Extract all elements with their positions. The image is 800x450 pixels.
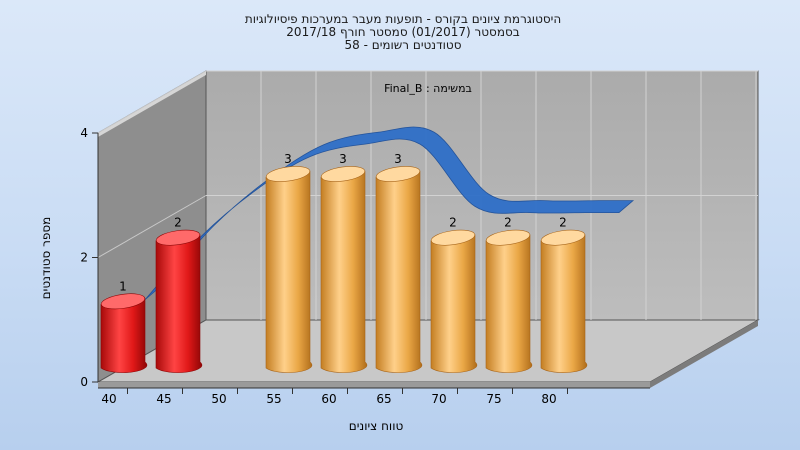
bar-top — [485, 229, 531, 246]
bar: 2 — [430, 216, 478, 373]
bar: 3 — [265, 152, 313, 373]
x-tick-label: 80 — [541, 392, 556, 406]
bar-top — [100, 293, 146, 310]
bar: 3 — [320, 152, 368, 373]
bar: 2 — [155, 216, 203, 373]
bar-top — [375, 166, 421, 182]
gridline-left-wall — [97, 195, 207, 258]
gridline-left-wall — [97, 70, 207, 134]
bar-body — [375, 170, 423, 373]
data-label: 2 — [449, 216, 457, 230]
bar-top — [155, 229, 201, 246]
floor-front-edge — [98, 382, 650, 388]
data-label: 2 — [559, 216, 567, 230]
wall-top-edge — [98, 71, 206, 137]
data-label: 3 — [339, 152, 347, 166]
x-tick-label: 75 — [486, 392, 501, 406]
chart-title-line-1: היסטוגרמת ציונים בקורס - תופעות מעבר במע… — [245, 12, 561, 26]
data-label: 3 — [284, 152, 292, 166]
chart-title-line-3: סטודנטים רשומים - 58 — [344, 38, 461, 52]
x-tick-label: 50 — [211, 392, 226, 406]
y-tick-label: 2 — [80, 251, 88, 265]
x-ticks: 40 45 50 55 60 65 70 75 80 — [101, 388, 568, 406]
bar-top — [265, 166, 311, 182]
y-ticks: 0 2 4 — [80, 126, 98, 389]
task-annotation: במשימה : Final_B — [384, 82, 472, 95]
floor-right-edge — [650, 320, 758, 388]
bar-top — [540, 229, 586, 246]
x-tick-label: 65 — [376, 392, 391, 406]
y-axis-title: מספר סטודנטים — [39, 217, 53, 300]
bar-body — [265, 170, 313, 373]
bar-body — [100, 297, 148, 373]
bar: 1 — [100, 279, 148, 373]
data-label: 1 — [119, 279, 127, 293]
data-label: 2 — [504, 216, 512, 230]
bar-top — [320, 166, 366, 182]
y-tick-label: 0 — [80, 375, 88, 389]
bar: 2 — [540, 216, 588, 373]
bar: 3 — [375, 152, 423, 373]
bar-body — [320, 170, 368, 373]
x-tick-label: 70 — [431, 392, 446, 406]
chart-title-line-2: בסמסטר (01/2017) סמסטר חורף 2017/18 — [286, 25, 519, 39]
data-label: 3 — [394, 152, 402, 166]
x-tick-label: 55 — [266, 392, 281, 406]
x-tick-label: 45 — [156, 392, 171, 406]
bar-body — [155, 234, 203, 373]
x-tick-label: 40 — [101, 392, 116, 406]
data-label: 2 — [174, 216, 182, 230]
x-axis-title: טווח ציונים — [349, 419, 404, 433]
y-tick-label: 4 — [80, 126, 88, 140]
bar-series: 1 2 3 3 3 2 2 2 — [100, 152, 588, 373]
bar: 2 — [485, 216, 533, 373]
bar-body — [430, 234, 478, 373]
bar-top — [430, 229, 476, 246]
bar-body — [485, 234, 533, 373]
x-tick-label: 60 — [321, 392, 336, 406]
bar-body — [540, 234, 588, 373]
